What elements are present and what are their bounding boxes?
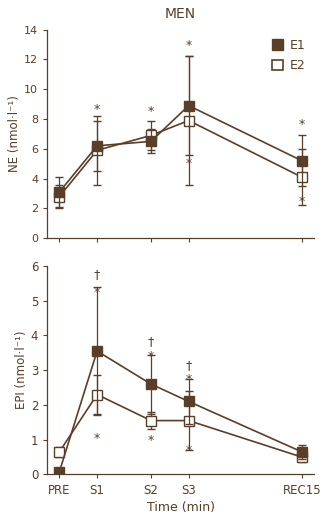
- Text: *: *: [148, 434, 154, 447]
- Text: *: *: [185, 157, 192, 170]
- Y-axis label: EPI (nmol·l⁻¹): EPI (nmol·l⁻¹): [15, 331, 28, 409]
- Text: *: *: [148, 104, 154, 117]
- Text: *: *: [148, 350, 154, 363]
- Text: *: *: [299, 118, 305, 131]
- Text: *: *: [94, 286, 100, 299]
- Text: *: *: [185, 444, 192, 457]
- X-axis label: Time (min): Time (min): [147, 501, 214, 514]
- Text: †: †: [94, 268, 100, 281]
- Legend: E1, E2: E1, E2: [267, 34, 311, 77]
- Text: *: *: [299, 195, 305, 208]
- Text: *: *: [185, 39, 192, 52]
- Text: †: †: [148, 335, 154, 348]
- Text: †: †: [185, 359, 192, 372]
- Text: *: *: [94, 103, 100, 116]
- Text: *: *: [94, 432, 100, 445]
- Text: MEN: MEN: [165, 7, 196, 21]
- Text: *: *: [185, 373, 192, 386]
- Y-axis label: NE (nmol·l⁻¹): NE (nmol·l⁻¹): [8, 96, 21, 172]
